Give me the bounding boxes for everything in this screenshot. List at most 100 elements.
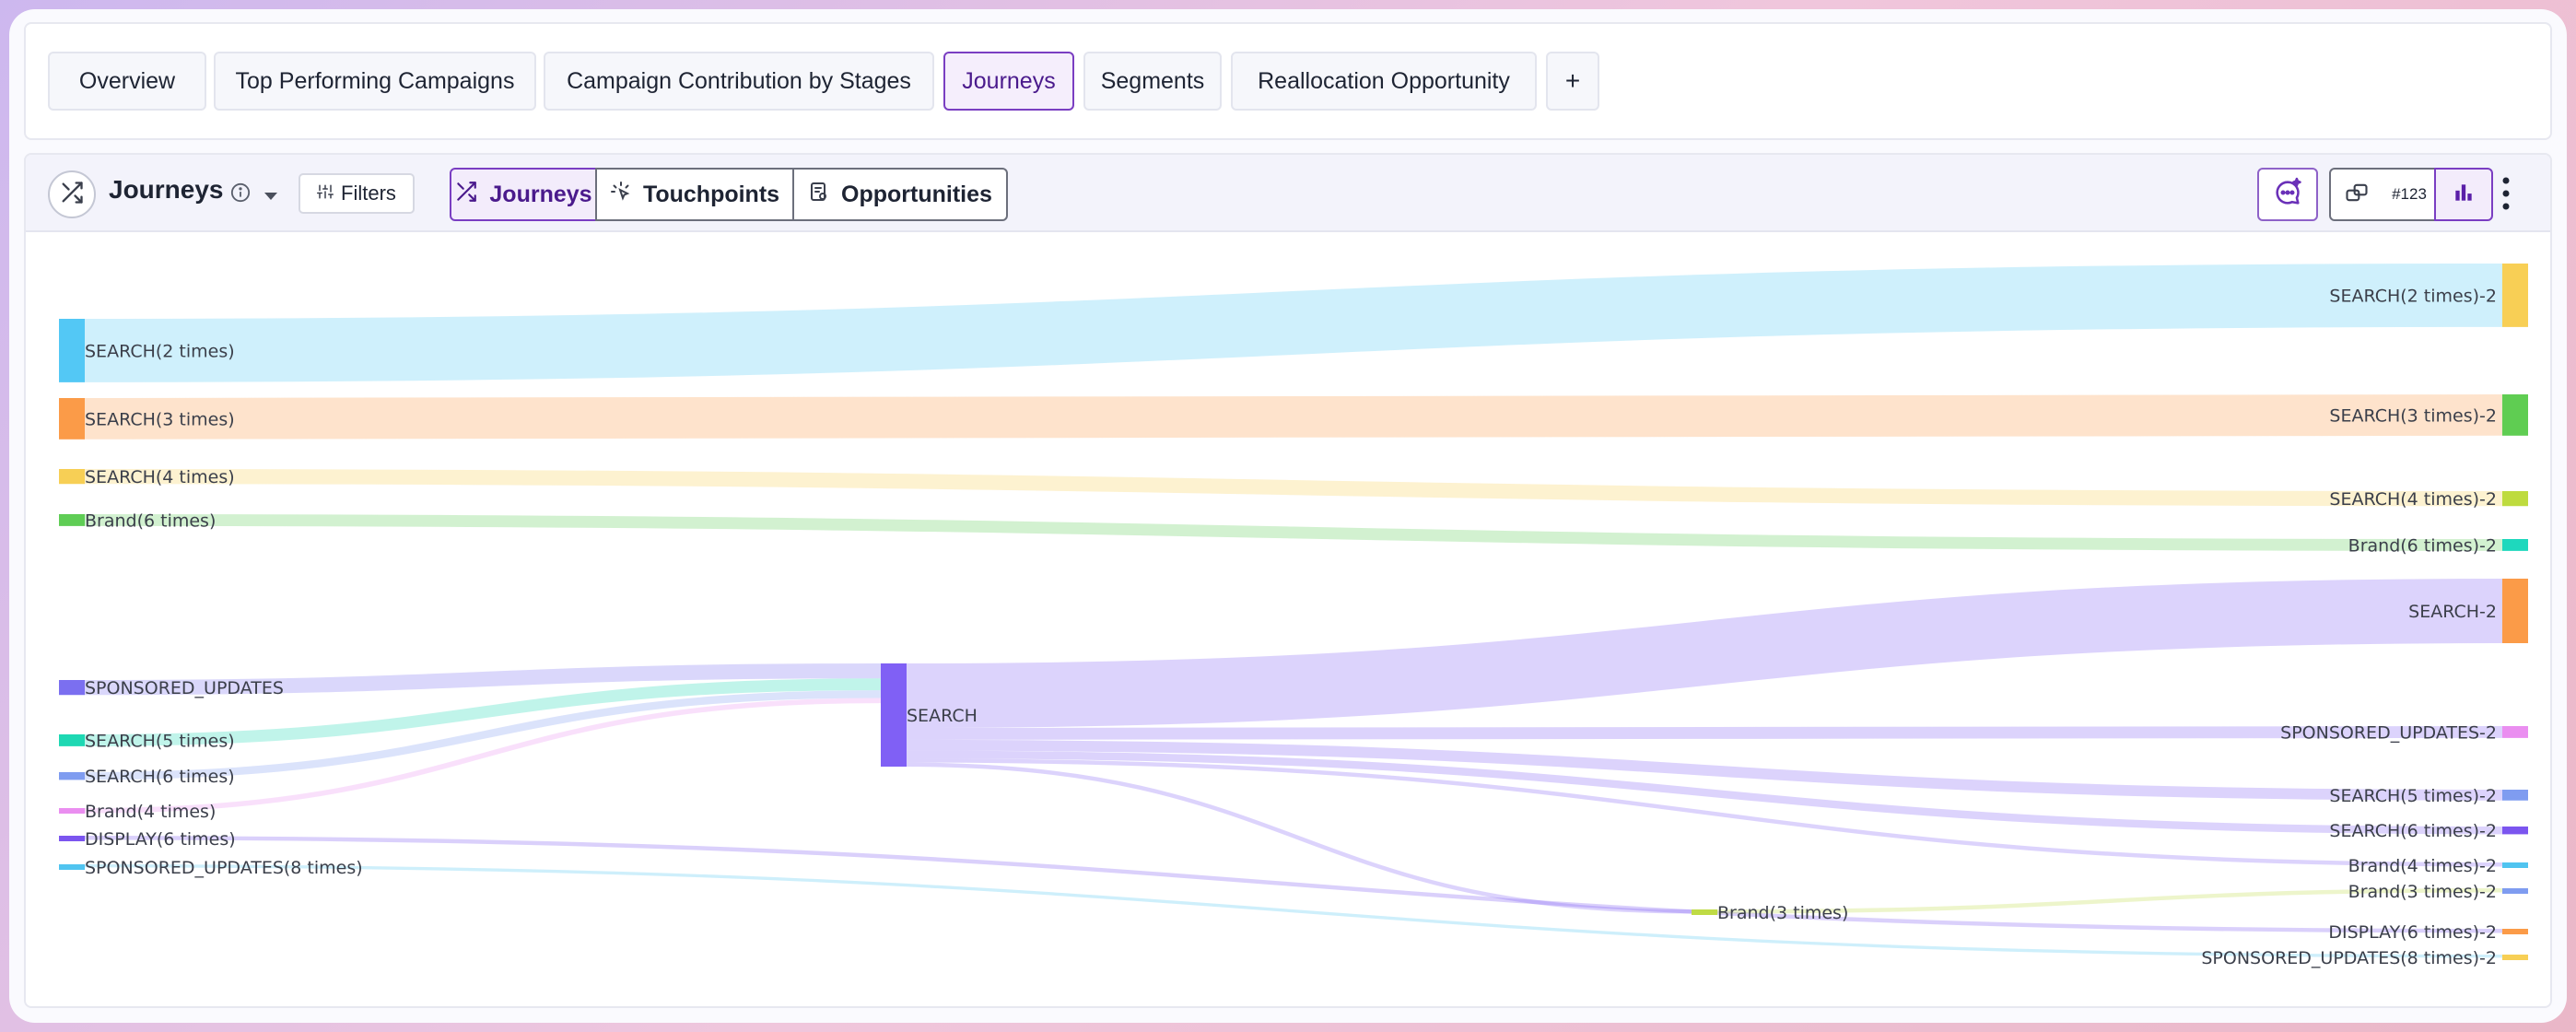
sankey-link[interactable]: [84, 663, 882, 696]
sankey-node-label: SEARCH(5 times): [85, 731, 235, 751]
tab-campaign-contribution-by-stages[interactable]: Campaign Contribution by Stages: [544, 52, 934, 111]
sankey-node[interactable]: [59, 514, 85, 526]
sankey-node-label: DISPLAY(6 times): [85, 829, 236, 850]
sankey-node-label: SEARCH(3 times)-2: [2329, 405, 2497, 426]
sankey-node-label: Brand(4 times): [85, 802, 216, 822]
sankey-link[interactable]: [906, 739, 2503, 801]
sankey-node[interactable]: [2502, 579, 2528, 643]
sankey-node[interactable]: [59, 680, 85, 696]
sankey-node[interactable]: [2502, 862, 2528, 868]
app-frame: Overview Top Performing Campaigns Campai…: [9, 9, 2567, 1023]
panel-title: Journeys: [109, 175, 224, 204]
journey-type-button[interactable]: [48, 170, 96, 218]
filters-label: Filters: [341, 182, 396, 205]
sankey-node-label: SPONSORED_UPDATES: [85, 678, 284, 698]
sankey-node[interactable]: [59, 864, 85, 870]
sankey-link[interactable]: [84, 836, 2503, 933]
view-tab-journeys[interactable]: Journeys: [450, 168, 597, 221]
more-options-icon[interactable]: [2500, 175, 2512, 216]
shuffle-icon: [454, 180, 478, 210]
shuffle-icon: [59, 180, 85, 209]
sankey-node-label: SPONSORED_UPDATES-2: [2280, 722, 2497, 743]
sankey-node-label: SEARCH: [907, 706, 978, 726]
sankey-node[interactable]: [59, 808, 85, 814]
sankey-link[interactable]: [84, 864, 2503, 958]
tab-reallocation-opportunity[interactable]: Reallocation Opportunity: [1231, 52, 1537, 111]
sankey-link[interactable]: [84, 698, 882, 814]
sankey-node[interactable]: [1692, 909, 1717, 915]
sankey-link[interactable]: [84, 264, 2503, 382]
sankey-node[interactable]: [59, 772, 85, 780]
report-tab-bar: Overview Top Performing Campaigns Campai…: [24, 22, 2552, 140]
view-tab-touchpoints[interactable]: Touchpoints: [595, 168, 794, 221]
opportunity-icon: [808, 181, 830, 209]
sankey-node-label: SEARCH-2: [2408, 602, 2497, 622]
ai-chat-icon: [2272, 177, 2303, 213]
sankey-node[interactable]: [2502, 726, 2528, 738]
sankey-node-label: SEARCH(6 times): [85, 767, 235, 787]
sankey-node-label: SEARCH(4 times): [85, 467, 235, 487]
sankey-node[interactable]: [59, 469, 85, 485]
sankey-link[interactable]: [84, 678, 882, 746]
sankey-node[interactable]: [59, 734, 85, 746]
sankey-node[interactable]: [881, 663, 907, 767]
sankey-link[interactable]: [906, 579, 2503, 728]
tab-top-performing-campaigns[interactable]: Top Performing Campaigns: [214, 52, 536, 111]
sankey-node-label: SPONSORED_UPDATES(8 times): [85, 858, 363, 878]
sankey-link[interactable]: [1716, 888, 2503, 914]
view-tab-label: Touchpoints: [642, 181, 780, 207]
sankey-link[interactable]: [84, 514, 2503, 551]
sankey-link[interactable]: [84, 469, 2503, 507]
sankey-node-label: SEARCH(4 times)-2: [2329, 489, 2497, 510]
sankey-link[interactable]: [906, 758, 2503, 867]
sankey-node[interactable]: [2502, 955, 2528, 960]
bar-chart-icon: [2452, 181, 2476, 209]
sankey-node-label: DISPLAY(6 times)-2: [2328, 922, 2497, 943]
view-tab-opportunities[interactable]: Opportunities: [792, 168, 1008, 221]
sankey-node[interactable]: [59, 398, 85, 440]
sankey-node[interactable]: [2502, 790, 2528, 801]
tab-label: Segments: [1100, 67, 1205, 94]
tab-journeys[interactable]: Journeys: [943, 52, 1074, 111]
sankey-node-label: SEARCH(3 times): [85, 409, 235, 429]
sankey-node-label: Brand(6 times)-2: [2348, 535, 2497, 556]
sankey-node[interactable]: [2502, 491, 2528, 507]
sankey-node[interactable]: [2502, 888, 2528, 894]
compare-button[interactable]: [2329, 168, 2384, 221]
tab-segments[interactable]: Segments: [1083, 52, 1222, 111]
filters-button[interactable]: Filters: [299, 173, 415, 214]
sankey-node[interactable]: [2502, 394, 2528, 436]
ai-chat-button[interactable]: [2257, 168, 2318, 221]
tab-label: Journeys: [962, 67, 1056, 94]
journeys-panel: Journeys Filters Journeys: [24, 153, 2552, 1008]
sankey-node-label: SEARCH(5 times)-2: [2329, 786, 2497, 806]
touchpoint-icon: [610, 181, 632, 209]
sankey-node[interactable]: [2502, 929, 2528, 934]
sankey-node[interactable]: [2502, 264, 2528, 327]
sankey-link[interactable]: [84, 394, 2503, 440]
sankey-link[interactable]: [906, 726, 2503, 740]
sankey-link[interactable]: [84, 690, 882, 780]
sankey-link[interactable]: [906, 750, 2503, 835]
tab-label: Top Performing Campaigns: [235, 67, 515, 94]
sankey-link[interactable]: [906, 762, 1692, 914]
sankey-node-label: Brand(3 times)-2: [2348, 882, 2497, 902]
chevron-down-icon[interactable]: [263, 188, 278, 205]
sankey-node[interactable]: [59, 836, 85, 841]
sankey-node-label: SPONSORED_UPDATES(8 times)-2: [2201, 948, 2497, 968]
sankey-links: [84, 264, 2503, 958]
panel-header: Journeys Filters Journeys: [26, 155, 2550, 232]
sankey-node-label: SEARCH(6 times)-2: [2329, 821, 2497, 841]
sankey-nodes: SEARCH(2 times) SEARCH(3 times) SEARCH(4 t…: [59, 264, 2528, 968]
add-tab-button[interactable]: +: [1546, 52, 1599, 111]
info-icon[interactable]: [230, 182, 251, 206]
sankey-node[interactable]: [2502, 539, 2528, 551]
sankey-node[interactable]: [59, 319, 85, 382]
add-tab-label: +: [1564, 66, 1581, 95]
sankey-node-label: Brand(6 times): [85, 510, 216, 531]
sankey-node-label: SEARCH(2 times)-2: [2329, 286, 2497, 306]
number-format-button[interactable]: #123: [2383, 168, 2436, 221]
tab-overview[interactable]: Overview: [48, 52, 206, 111]
sankey-node[interactable]: [2502, 827, 2528, 835]
chart-view-button[interactable]: [2434, 168, 2493, 221]
